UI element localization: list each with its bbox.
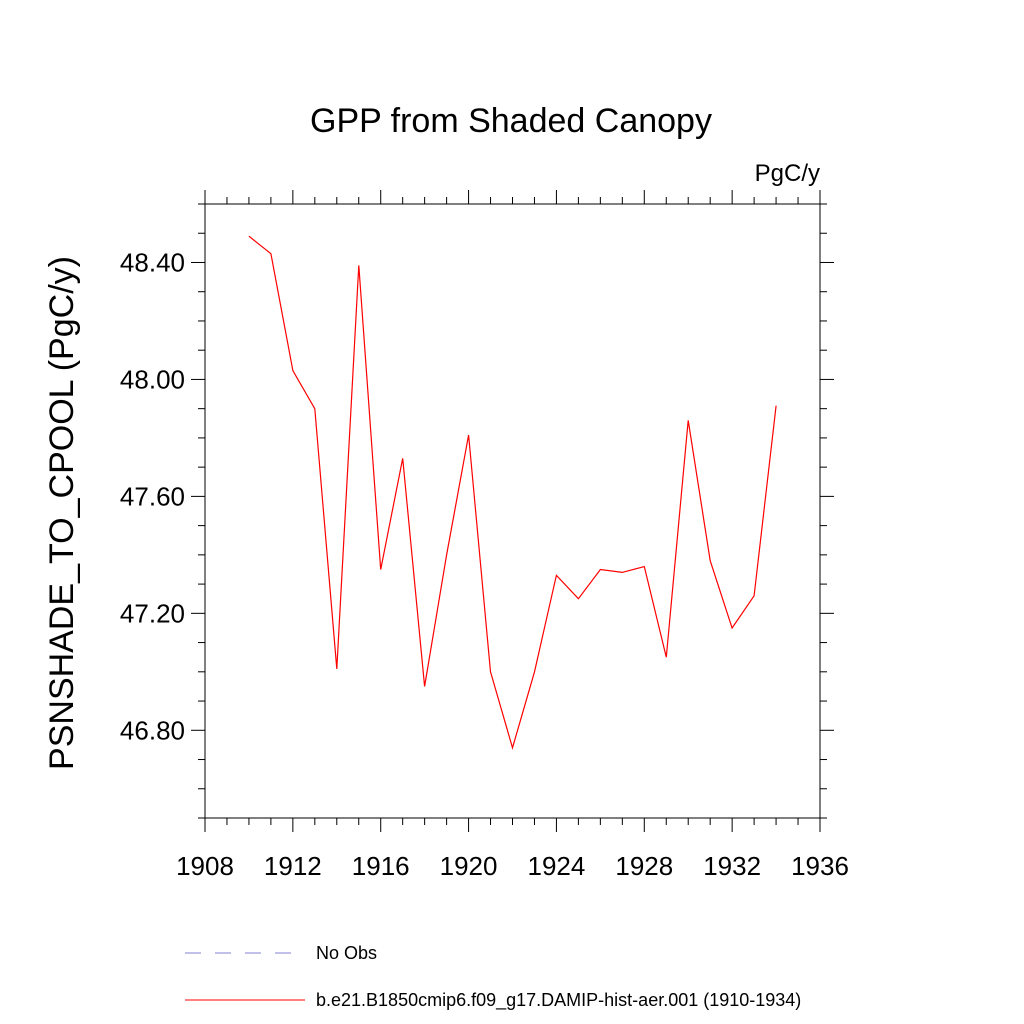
- x-tick-label: 1908: [176, 851, 234, 881]
- plot-frame: [204, 203, 821, 819]
- y-tick-label: 48.40: [120, 247, 185, 277]
- x-tick-label: 1916: [352, 851, 410, 881]
- x-tick-label: 1932: [703, 851, 761, 881]
- y-tick-label: 47.60: [120, 481, 185, 511]
- x-tick-label: 1924: [528, 851, 586, 881]
- y-tick-label: 48.00: [120, 364, 185, 394]
- units-label: PgC/y: [755, 160, 820, 187]
- y-tick-labels: 46.80 47.20 47.60 48.00 48.40: [120, 247, 185, 745]
- series-lines: [248, 235, 777, 750]
- x-tick-labels: 1908 1912 1916 1920 1924 1928 1932 1936: [176, 851, 849, 881]
- y-tick-label: 47.20: [120, 598, 185, 628]
- legend-label-no-obs: No Obs: [316, 943, 377, 963]
- legend-label-model: b.e21.B1850cmip6.f09_g17.DAMIP-hist-aer.…: [316, 990, 801, 1011]
- x-tick-label: 1912: [264, 851, 322, 881]
- axis-ticks: [191, 190, 834, 832]
- y-axis-label: PSNSHADE_TO_CPOOL (PgC/y): [43, 256, 81, 770]
- chart-title: GPP from Shaded Canopy: [310, 102, 712, 140]
- y-tick-label: 46.80: [120, 715, 185, 745]
- legend: No Obs b.e21.B1850cmip6.f09_g17.DAMIP-hi…: [185, 943, 801, 1011]
- x-tick-label: 1928: [615, 851, 673, 881]
- x-tick-label: 1936: [791, 851, 849, 881]
- x-tick-label: 1920: [440, 851, 498, 881]
- series-line: [248, 235, 777, 750]
